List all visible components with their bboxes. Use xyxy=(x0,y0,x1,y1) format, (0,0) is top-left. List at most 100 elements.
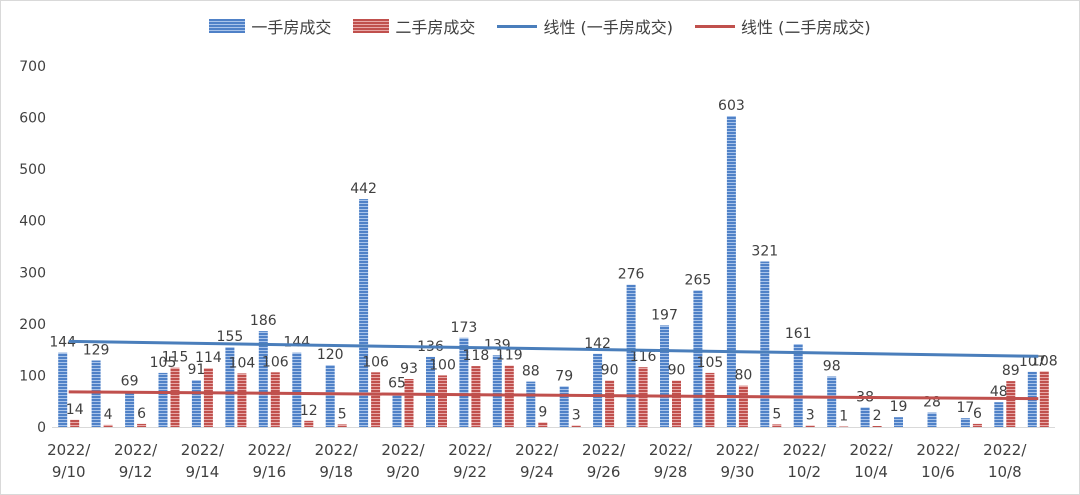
bar-series-2 xyxy=(1039,371,1049,427)
x-tick-label-line1: 2022/ xyxy=(783,441,827,459)
bar-series-2 xyxy=(237,373,247,427)
bar-series-2 xyxy=(103,424,113,427)
bar-series-1 xyxy=(459,337,469,427)
data-label: 106 xyxy=(262,354,289,370)
bar-series-2 xyxy=(672,380,681,427)
bar-series-1 xyxy=(860,407,870,427)
data-label: 2 xyxy=(873,408,882,424)
bar-series-1 xyxy=(994,402,1004,427)
data-label: 3 xyxy=(572,408,581,424)
legend-swatch-series-1 xyxy=(209,19,246,33)
legend-item-series-1: 一手房成交 xyxy=(209,14,331,38)
x-tick-label-line1: 2022/ xyxy=(716,441,760,459)
data-label: 19 xyxy=(890,399,908,415)
data-label: 90 xyxy=(668,363,686,379)
bar-series-1 xyxy=(726,116,736,427)
bar-series-2 xyxy=(337,424,347,427)
bar-series-1 xyxy=(492,355,502,427)
bar-series-1 xyxy=(960,418,970,427)
bar-series-2 xyxy=(1006,381,1016,427)
bar-series-1 xyxy=(693,290,703,427)
bar-series-2 xyxy=(70,419,80,427)
bar-series-2 xyxy=(404,379,414,427)
data-label: 321 xyxy=(751,244,778,260)
bar-series-2 xyxy=(839,426,849,427)
data-label: 17 xyxy=(956,400,974,416)
x-tick-label-line2: 9/26 xyxy=(587,463,621,481)
bar-series-2 xyxy=(304,420,314,427)
data-label: 186 xyxy=(250,313,277,329)
bar-series-1 xyxy=(292,352,302,427)
data-label: 6 xyxy=(973,406,982,422)
x-tick-label-line2: 9/30 xyxy=(721,463,755,481)
bar-series-1 xyxy=(225,347,235,427)
bar-series-1 xyxy=(827,376,837,427)
data-label: 118 xyxy=(463,348,490,364)
data-label: 90 xyxy=(601,363,619,379)
bar-series-1 xyxy=(125,391,135,427)
bar-series-1 xyxy=(593,353,603,427)
data-label: 100 xyxy=(429,357,456,373)
x-tick-label-line2: 10/2 xyxy=(787,463,821,481)
data-label: 89 xyxy=(1002,363,1020,379)
data-label: 106 xyxy=(362,354,389,370)
bar-series-1 xyxy=(191,380,201,427)
bar-series-1 xyxy=(325,365,335,427)
bar-series-1 xyxy=(626,284,636,427)
legend: 一手房成交 二手房成交 线性 (一手房成交) 线性 (二手房成交) xyxy=(0,14,1080,38)
bar-series-1 xyxy=(258,331,268,427)
x-tick-label-line2: 9/20 xyxy=(386,463,420,481)
data-label: 80 xyxy=(734,368,752,384)
legend-label-trend-1: 线性 (一手房成交) xyxy=(543,18,674,37)
data-label: 14 xyxy=(66,402,84,418)
bar-series-2 xyxy=(738,385,748,427)
y-tick-label: 300 xyxy=(19,265,46,281)
data-label: 129 xyxy=(83,343,110,359)
bar-series-2 xyxy=(972,423,982,427)
x-tick-label-line2: 9/22 xyxy=(453,463,487,481)
data-label: 3 xyxy=(806,408,815,424)
bar-series-1 xyxy=(559,386,569,427)
bar-series-2 xyxy=(438,375,447,427)
legend-swatch-series-2 xyxy=(353,19,390,33)
data-label: 88 xyxy=(522,364,540,380)
bar-series-2 xyxy=(270,372,280,427)
x-tick-label-line1: 2022/ xyxy=(448,441,492,459)
bar-series-2 xyxy=(538,422,548,427)
x-tick-label-line1: 2022/ xyxy=(114,441,158,459)
data-label: 6 xyxy=(137,406,146,422)
x-tick-label-line2: 9/14 xyxy=(186,463,220,481)
data-label: 93 xyxy=(400,361,418,377)
y-tick-label: 100 xyxy=(19,368,46,384)
data-label: 4 xyxy=(104,407,113,423)
data-label: 197 xyxy=(651,307,678,323)
data-label: 105 xyxy=(150,355,177,371)
data-label: 116 xyxy=(630,349,657,365)
legend-item-series-2: 二手房成交 xyxy=(353,14,475,38)
bar-series-1 xyxy=(58,352,68,427)
bar-series-1 xyxy=(359,199,369,427)
legend-item-trend-2: 线性 (二手房成交) xyxy=(695,14,871,38)
x-tick-label-line1: 2022/ xyxy=(649,441,693,459)
data-label: 79 xyxy=(555,368,573,384)
bar-series-2 xyxy=(805,425,815,427)
legend-label-series-1: 一手房成交 xyxy=(251,18,332,37)
x-tick-label-line2: 9/16 xyxy=(252,463,286,481)
x-tick-label-line2: 9/12 xyxy=(119,463,153,481)
trendline-2 xyxy=(68,390,1039,401)
data-label: 69 xyxy=(121,373,139,389)
data-label: 442 xyxy=(350,181,377,197)
bar-series-2 xyxy=(872,426,882,427)
legend-swatch-trend-2 xyxy=(695,24,736,28)
data-label: 1 xyxy=(839,409,848,425)
data-label: 155 xyxy=(217,329,244,345)
x-tick-label-line1: 2022/ xyxy=(916,441,960,459)
data-label: 142 xyxy=(584,336,611,352)
data-label: 603 xyxy=(718,98,745,114)
legend-swatch-trend-1 xyxy=(497,24,538,28)
x-tick-label-line1: 2022/ xyxy=(515,441,559,459)
data-label: 144 xyxy=(283,335,310,351)
data-label: 98 xyxy=(823,359,841,375)
